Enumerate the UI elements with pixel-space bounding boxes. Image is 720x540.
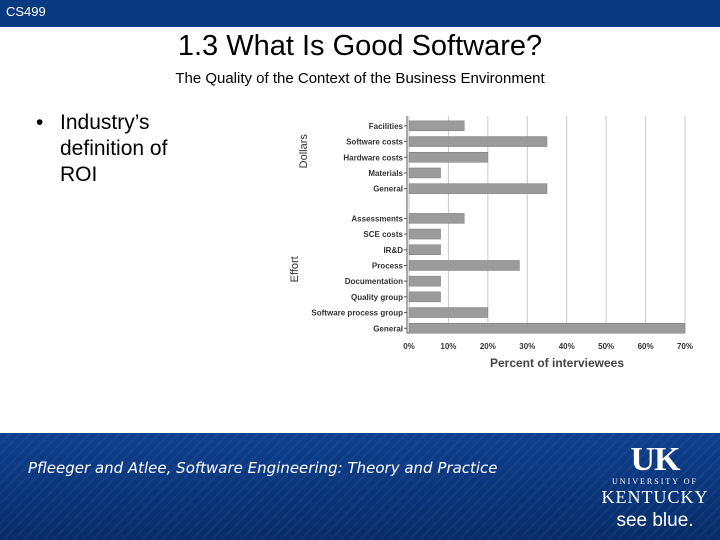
x-tick-label: 50% [598, 342, 614, 351]
bar [408, 120, 465, 132]
group-label: Effort [289, 256, 301, 282]
bullet-item: • Industry’s definition of ROI [36, 110, 216, 188]
x-tick-label: 10% [440, 342, 456, 351]
x-axis-label: Percent of interviewees [490, 356, 624, 370]
category-label: SCE costs [363, 230, 403, 239]
x-tick-label: 40% [559, 342, 575, 351]
category-label: Assessments [351, 214, 403, 223]
x-tick-label: 0% [403, 342, 415, 351]
footer-banner: Pfleeger and Atlee, Software Engineering… [0, 433, 720, 540]
bar [408, 275, 441, 287]
bar [408, 213, 465, 224]
group-label: Dollars [298, 134, 310, 169]
category-label: Documentation [345, 277, 403, 286]
logo-university-of: UNIVERSITY OF [612, 477, 698, 486]
bar [408, 291, 441, 303]
bar [408, 244, 441, 255]
bar [408, 167, 441, 179]
category-label: Materials [368, 169, 403, 178]
category-label: Quality group [351, 293, 403, 302]
bar [408, 228, 441, 240]
bullet-text: Industry’s definition of ROI [60, 111, 168, 186]
x-tick-label: 30% [519, 342, 535, 351]
bar [408, 307, 489, 318]
bar [408, 183, 548, 194]
slide-subtitle: The Quality of the Context of the Busine… [175, 70, 545, 87]
course-label: CS499 [6, 4, 46, 19]
x-tick-label: 20% [480, 342, 496, 351]
bar [408, 136, 548, 147]
category-label: Process [372, 261, 404, 270]
logo-seeblue: see blue. [616, 510, 694, 531]
bar [408, 323, 686, 334]
category-label: Facilities [369, 122, 404, 131]
x-tick-label: 70% [677, 342, 693, 351]
university-logo: UK UNIVERSITY OF KENTUCKY see blue. [596, 443, 714, 538]
category-label: General [373, 185, 403, 194]
bullet-marker: • [36, 111, 44, 134]
logo-kentucky: KENTUCKY [601, 487, 709, 507]
category-label: Hardware costs [343, 153, 403, 162]
header-bar: CS499 [0, 0, 720, 27]
bar [408, 152, 489, 163]
category-label: IR&D [383, 246, 403, 255]
category-label: Software costs [346, 138, 403, 147]
slide-title: 1.3 What Is Good Software? [177, 30, 543, 62]
category-label: General [373, 324, 403, 333]
category-label: Software process group [311, 309, 403, 318]
citation-text: Pfleeger and Atlee, Software Engineering… [28, 459, 498, 477]
roi-bar-chart: 0% 10% 20% 30% 40% 50% 60% 70% Facilities Softwar… [289, 116, 693, 370]
x-tick-label: 60% [638, 342, 654, 351]
bar [408, 260, 520, 271]
logo-uk: UK [630, 441, 681, 478]
